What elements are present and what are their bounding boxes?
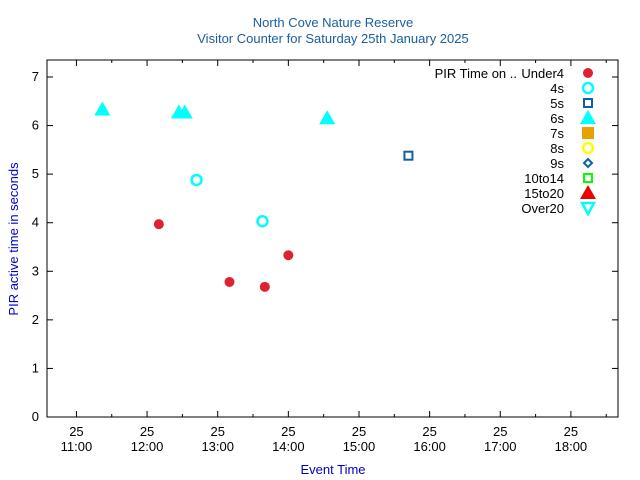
legend-label: 8s: [550, 141, 564, 156]
data-point-under4: [224, 276, 235, 287]
y-tick-label: 6: [32, 118, 39, 133]
data-point-6s: [94, 101, 111, 116]
x-axis-label: Event Time: [300, 462, 365, 477]
legend-label: 15to20: [524, 186, 564, 201]
y-tick-label: 5: [32, 166, 39, 181]
x-tick-label-time: 11:00: [61, 439, 93, 454]
x-tick-label-day: 25: [564, 424, 578, 439]
x-tick-label-day: 25: [352, 424, 366, 439]
legend-marker-8s: [581, 141, 595, 155]
data-points: [94, 101, 414, 292]
data-point-4s: [256, 215, 269, 228]
data-point-under4: [259, 281, 270, 292]
x-tick-label-time: 13:00: [201, 439, 234, 454]
y-tick-label: 3: [32, 263, 39, 278]
x-tick-label-day: 25: [210, 424, 224, 439]
x-tick-label-day: 25: [493, 424, 507, 439]
legend-label: 5s: [550, 96, 564, 111]
data-point-under4: [153, 219, 164, 230]
data-point-6s: [176, 104, 193, 119]
legend-label: Under4: [521, 66, 564, 81]
legend-marker-10to14: [583, 173, 593, 183]
chart-title-line2: Visitor Counter for Saturday 25th Januar…: [197, 31, 468, 46]
legend-label: Over20: [521, 201, 564, 216]
y-tick-label: 7: [32, 69, 39, 84]
data-point-under4: [283, 250, 294, 261]
y-tick-label: 0: [32, 409, 39, 424]
legend-marker-over20: [579, 201, 597, 217]
legend-label: 10to14: [524, 171, 564, 186]
x-tick-label-time: 14:00: [272, 439, 305, 454]
x-tick-label-time: 17:00: [484, 439, 517, 454]
y-tick-label: 2: [32, 312, 39, 327]
y-tick-label: 4: [32, 215, 39, 230]
x-tick-label-day: 25: [69, 424, 83, 439]
x-tick-label-time: 18:00: [555, 439, 588, 454]
x-tick-label-time: 15:00: [343, 439, 376, 454]
legend-marker-15to20: [580, 185, 596, 199]
legend-marker-6s: [580, 110, 596, 124]
x-axis: 2511:002512:002513:002514:002515:002516:…: [61, 60, 607, 454]
legend-marker-7s: [582, 127, 594, 139]
legend-marker-9s: [582, 157, 594, 169]
data-point-4s: [190, 173, 203, 187]
x-tick-label-day: 25: [140, 424, 154, 439]
legend: PIR Time on .. Under44s5s6s7s8s9s10to141…: [435, 66, 597, 217]
legend-label: 4s: [550, 81, 564, 96]
legend-marker-4s: [581, 81, 595, 95]
data-point-6s: [319, 110, 336, 125]
y-axis-label: PIR active time in seconds: [6, 162, 21, 316]
y-axis: 0 1 2 3 4 5 6 7: [32, 69, 618, 424]
legend-label: 9s: [550, 156, 564, 171]
x-tick-label-day: 25: [281, 424, 295, 439]
x-tick-label-time: 16:00: [413, 439, 446, 454]
legend-marker-5s: [583, 98, 593, 108]
y-tick-label: 1: [32, 360, 39, 375]
data-point-5s: [403, 150, 414, 161]
x-tick-label-time: 12:00: [131, 439, 164, 454]
legend-marker-under4: [583, 68, 593, 78]
plot-frame: [46, 59, 619, 418]
chart-title-line1: North Cove Nature Reserve: [253, 15, 413, 30]
legend-label: 6s: [550, 111, 564, 126]
legend-label: 7s: [550, 126, 564, 141]
legend-title: PIR Time on ..: [435, 66, 517, 81]
x-tick-label-day: 25: [422, 424, 436, 439]
